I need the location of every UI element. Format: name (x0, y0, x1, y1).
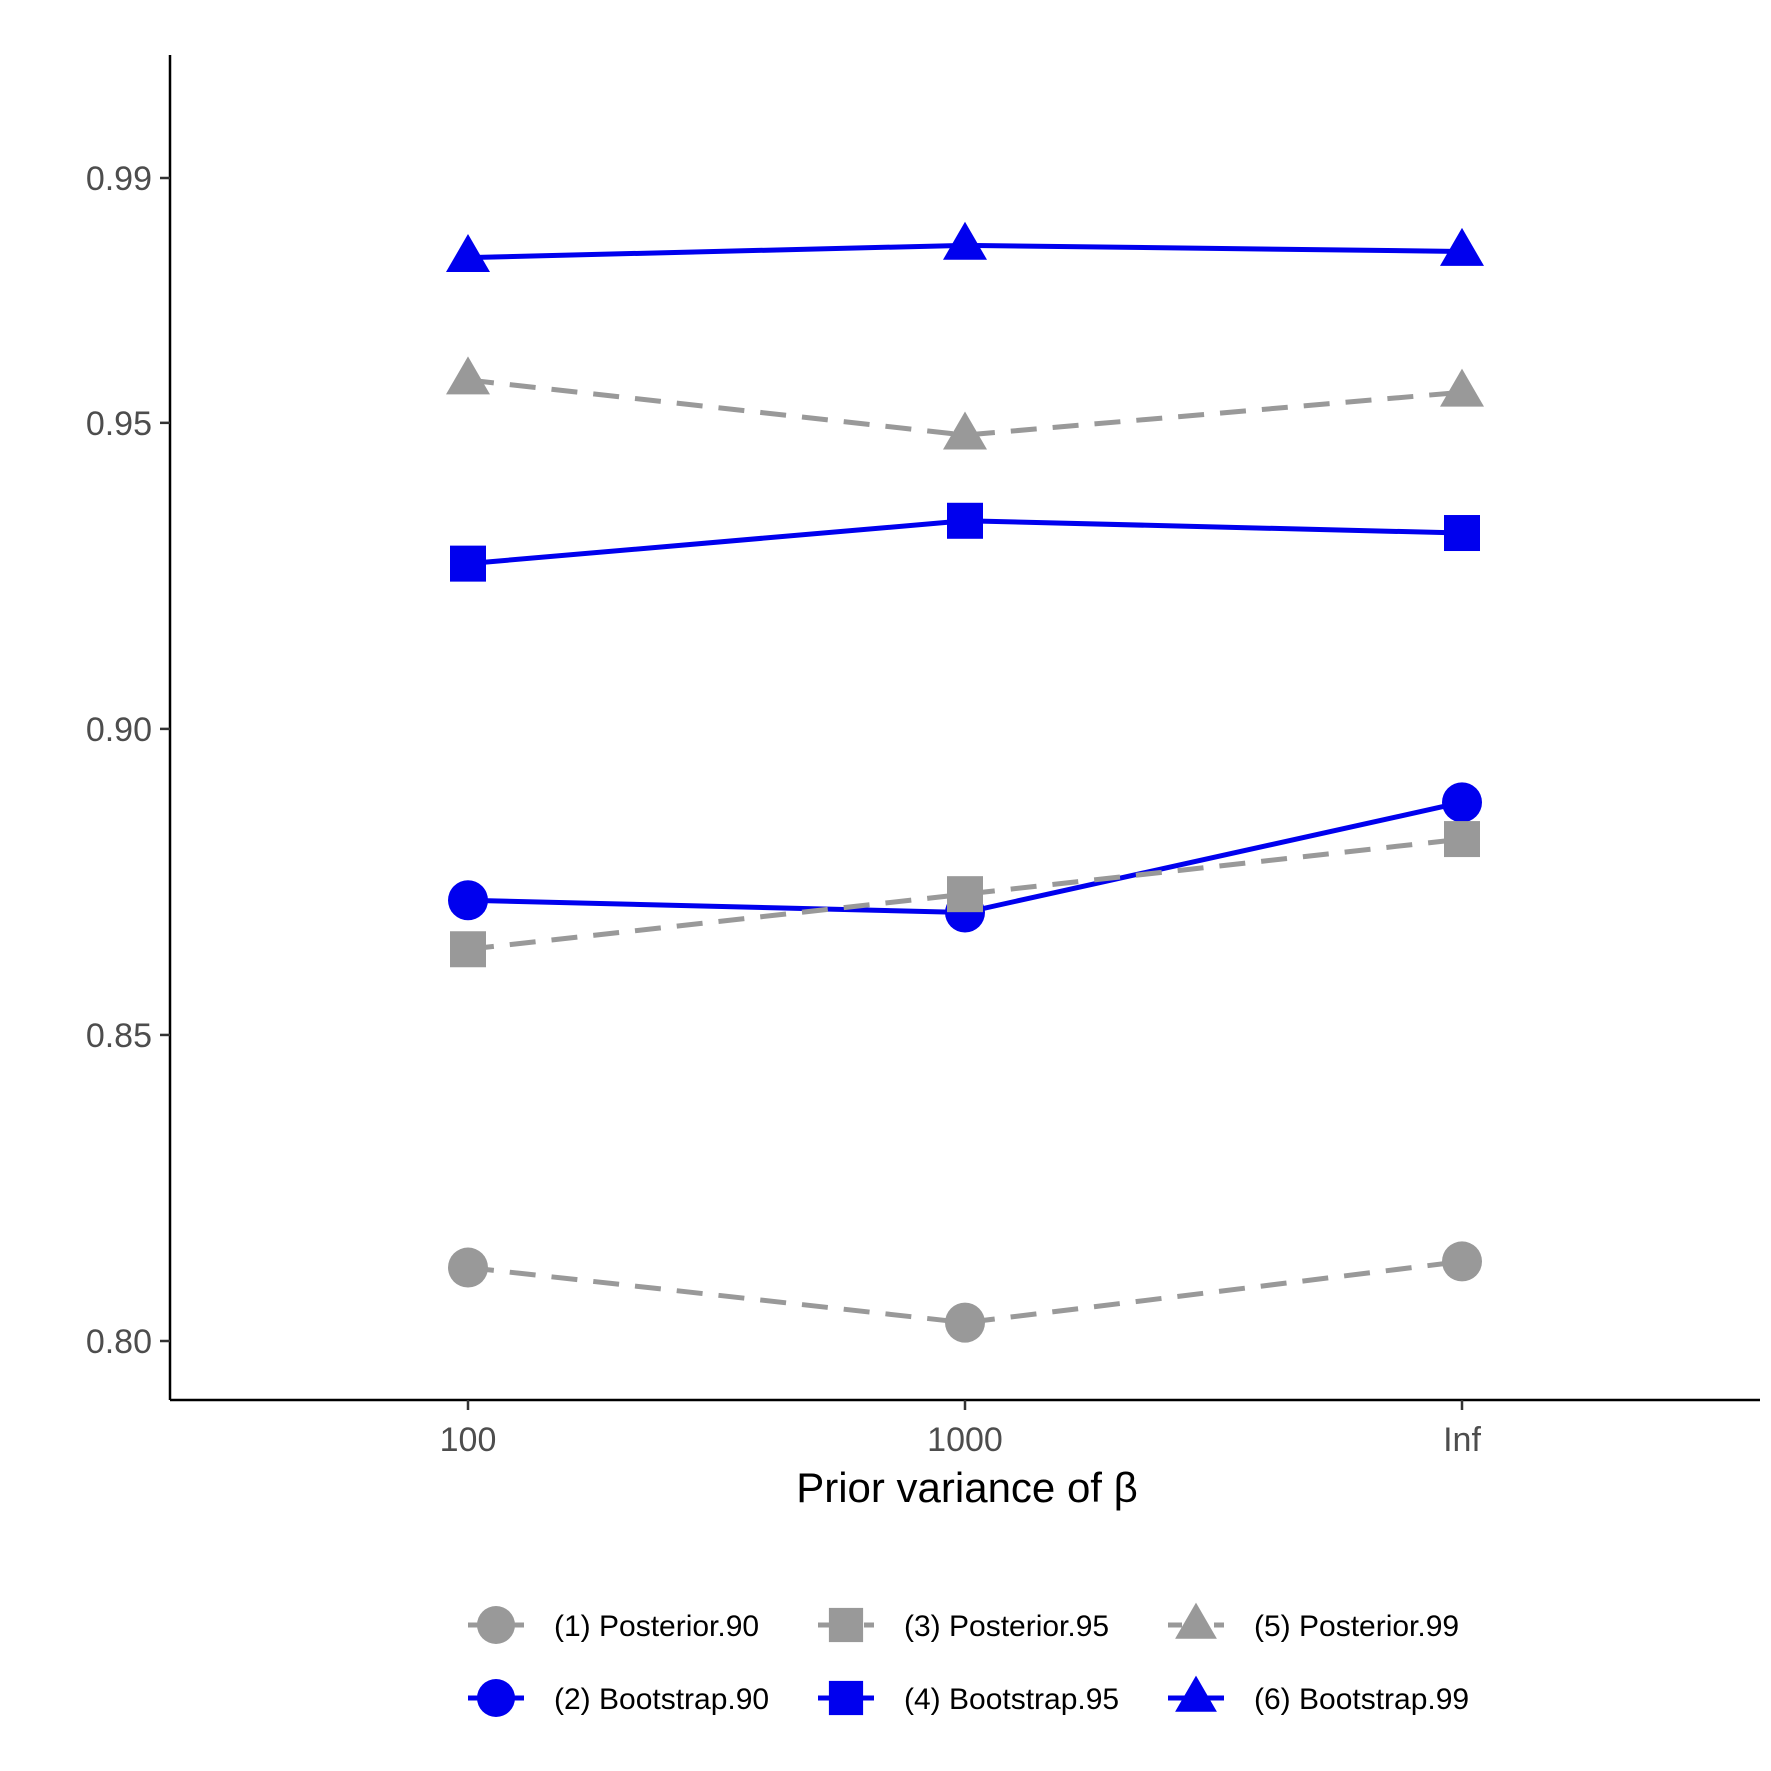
legend-label: (4) Bootstrap.95 (904, 1683, 1119, 1716)
data-point-3-posterior-95 (947, 876, 983, 913)
data-point-5-posterior-99 (446, 356, 490, 395)
data-point-1-posterior-90 (1442, 1241, 1482, 1282)
x-tick-label: Inf (1443, 1421, 1481, 1459)
x-axis-title: Prior variance of β (796, 1464, 1138, 1511)
legend-item-2-bootstrap-90: (2) Bootstrap.90 (468, 1679, 769, 1717)
data-point-1-posterior-90 (945, 1302, 985, 1343)
y-tick-label: 0.95 (86, 405, 152, 443)
data-point-4-bootstrap-95 (450, 545, 486, 582)
data-point-6-bootstrap-99 (943, 221, 987, 260)
legend-item-1-posterior-90: (1) Posterior.90 (468, 1606, 759, 1644)
data-point-6-bootstrap-99 (446, 234, 490, 273)
legend-label: (5) Posterior.99 (1254, 1610, 1459, 1643)
data-point-1-posterior-90 (448, 1247, 488, 1288)
data-point-5-posterior-99 (943, 411, 987, 450)
data-point-3-posterior-95 (450, 931, 486, 968)
legend-key-marker (828, 1680, 864, 1716)
x-tick-label: 100 (440, 1421, 497, 1459)
data-point-4-bootstrap-95 (947, 502, 983, 539)
legend-key-marker (1175, 1675, 1217, 1712)
axes: 0.80 0.85 0.90 0.95 0.99 100 1000 Inf (86, 55, 1760, 1459)
y-tick-label: 0.99 (86, 160, 152, 198)
legend-key-marker (477, 1679, 515, 1717)
legend-label: (2) Bootstrap.90 (554, 1683, 769, 1716)
legend-label: (3) Posterior.95 (904, 1610, 1109, 1643)
data-point-4-bootstrap-95 (1444, 515, 1480, 552)
legend-item-3-posterior-95: (3) Posterior.95 (818, 1607, 1109, 1643)
plot-area (446, 221, 1484, 1343)
x-tick-label: 1000 (927, 1421, 1003, 1459)
data-point-5-posterior-99 (1440, 368, 1484, 407)
legend-key-marker (1175, 1602, 1217, 1639)
legend-item-5-posterior-99: (5) Posterior.99 (1168, 1602, 1459, 1643)
legend-item-4-bootstrap-95: (4) Bootstrap.95 (818, 1680, 1119, 1716)
legend-label: (6) Bootstrap.99 (1254, 1683, 1469, 1716)
data-point-3-posterior-95 (1444, 821, 1480, 858)
y-tick-label: 0.80 (86, 1323, 152, 1361)
data-point-2-bootstrap-90 (1442, 782, 1482, 823)
legend-item-6-bootstrap-99: (6) Bootstrap.99 (1168, 1675, 1469, 1716)
data-point-6-bootstrap-99 (1440, 227, 1484, 266)
legend-label: (1) Posterior.90 (554, 1610, 759, 1643)
y-tick-label: 0.90 (86, 711, 152, 749)
y-tick-label: 0.85 (86, 1017, 152, 1055)
legend: (1) Posterior.90 (2) Bootstrap.90 (3) Post… (468, 1602, 1469, 1717)
legend-key-marker (477, 1606, 515, 1644)
data-point-2-bootstrap-90 (448, 880, 488, 921)
legend-key-marker (828, 1607, 864, 1643)
